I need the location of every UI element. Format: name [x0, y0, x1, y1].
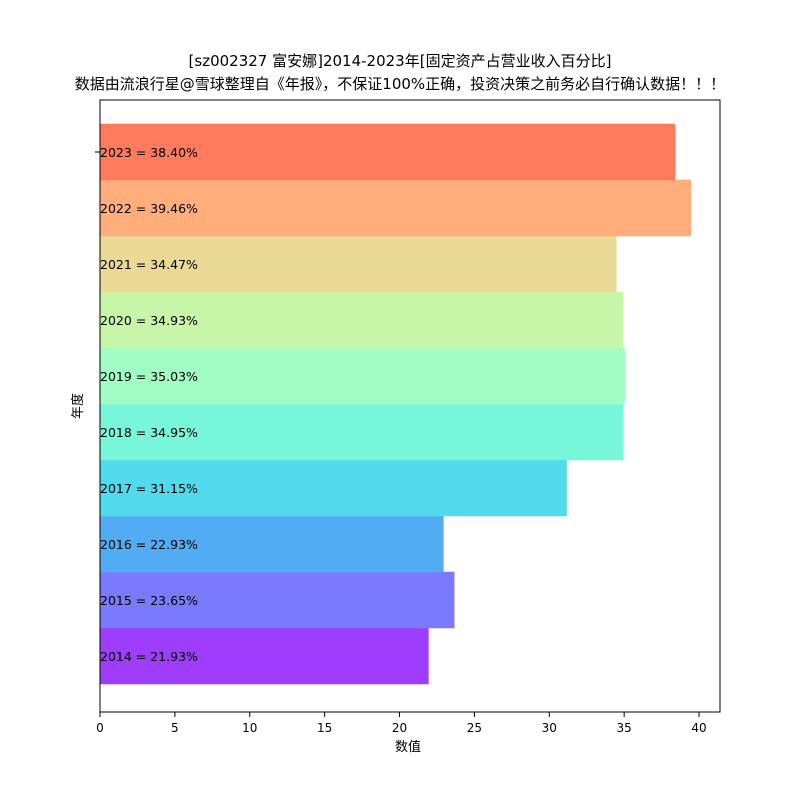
bars-layer: [99, 123, 692, 685]
bar-2022: [99, 179, 692, 237]
chart-subtitle: 数据由流浪行星@雪球整理自《年报》，不保证100%正确，投资决策之前务必自行确认…: [74, 75, 726, 93]
x-tick-label-40: 40: [691, 721, 706, 735]
bar-2023: [99, 123, 676, 181]
bar-label-2016: 2016 = 22.93%: [100, 537, 198, 552]
bar-labels: 2014 = 21.93% 2015 = 23.65% 2016 = 22.93% 2…: [100, 145, 198, 664]
bar-label-2014: 2014 = 21.93%: [100, 649, 198, 664]
bar-label-2023: 2023 = 38.40%: [100, 145, 198, 160]
x-tick-label-35: 35: [617, 721, 632, 735]
bar-label-2015: 2015 = 23.65%: [100, 593, 198, 608]
bar-label-2018: 2018 = 34.95%: [100, 425, 198, 440]
bar-label-2021: 2021 = 34.47%: [100, 257, 198, 272]
bar-2017: [99, 459, 567, 517]
bar-label-2020: 2020 = 34.93%: [100, 313, 198, 328]
x-axis-ticks: 0 5 10 15 20 25 30 35 40: [95, 151, 707, 735]
bar-2021: [99, 235, 617, 293]
x-tick-label-20: 20: [392, 721, 407, 735]
x-tick-label-10: 10: [242, 721, 257, 735]
bar-2020: [99, 291, 624, 349]
x-axis-label: 数值: [395, 739, 421, 755]
x-tick-label-15: 15: [317, 721, 332, 735]
x-tick-label-30: 30: [542, 721, 557, 735]
x-tick-label-5: 5: [171, 721, 179, 735]
bar-label-2022: 2022 = 39.46%: [100, 201, 198, 216]
x-tick-label-25: 25: [467, 721, 482, 735]
chart-title: [sz002327 富安娜]2014-2023年[固定资产占营业收入百分比]: [188, 52, 612, 70]
x-tick-label-0: 0: [96, 721, 104, 735]
plot-frame: [99, 99, 721, 713]
bar-label-2019: 2019 = 35.03%: [100, 369, 198, 384]
bar-2016: [99, 515, 444, 573]
bar-2015: [99, 571, 455, 629]
y-axis-label: 年度: [70, 393, 86, 419]
bar-label-2017: 2017 = 31.15%: [100, 481, 198, 496]
bar-2014: [99, 627, 429, 685]
